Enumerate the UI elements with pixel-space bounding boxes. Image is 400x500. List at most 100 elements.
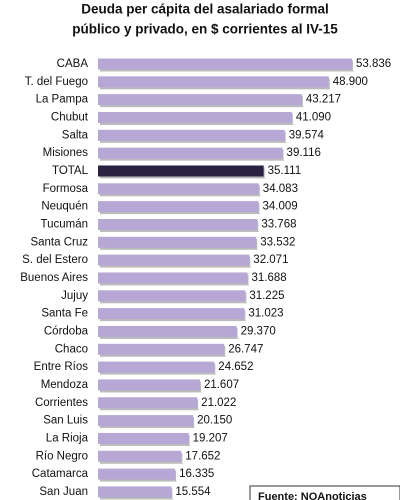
category-label: Río Negro (36, 450, 88, 462)
category-label: Chaco (55, 343, 88, 355)
value-label-bg (237, 324, 278, 339)
value-label: 16.335 (179, 468, 214, 480)
value-label-bg (245, 306, 286, 321)
bar (98, 236, 257, 248)
source-box (249, 485, 400, 500)
source: Fuente: NOAnoticias (258, 491, 367, 500)
value-label-bg (225, 342, 266, 357)
value-label: 31.225 (249, 290, 284, 302)
category-label: La Rioja (46, 432, 89, 444)
category-label: Santa Cruz (30, 236, 88, 248)
category-label: La Pampa (36, 94, 89, 106)
bar (98, 432, 189, 444)
bar (98, 308, 245, 320)
value-label: 29.370 (241, 325, 276, 337)
value-label: 20.150 (197, 415, 232, 427)
bar (98, 325, 237, 337)
bar (98, 290, 246, 302)
value-label: 33.768 (261, 219, 296, 231)
category-label: T. del Fuego (25, 76, 88, 88)
category-label: Chubut (51, 112, 89, 124)
category-label: Formosa (43, 183, 89, 195)
bar (98, 76, 329, 88)
value-label: 39.116 (287, 147, 321, 159)
chart-title: público y privado, en $ corrientes al IV… (72, 22, 338, 37)
category-label: Córdoba (44, 325, 89, 337)
bar (98, 486, 172, 498)
bar (98, 343, 225, 355)
value-label-bg (257, 235, 298, 250)
value-label: 35.111 (268, 165, 301, 177)
bar (98, 111, 292, 123)
bar (98, 218, 258, 230)
bar (98, 129, 285, 141)
value-label-bg (215, 360, 256, 375)
category-label: Corrientes (35, 397, 88, 409)
value-label-bg (182, 449, 223, 464)
value-label-bg (198, 395, 239, 410)
bar (98, 147, 283, 159)
bar (98, 165, 264, 177)
category-label: Buenos Aires (20, 272, 88, 284)
value-label: 26.747 (228, 343, 263, 355)
value-label-bg (329, 74, 370, 89)
bar (98, 397, 198, 409)
value-label-bg (264, 163, 305, 178)
value-label-bg (189, 431, 230, 446)
value-label-bg (283, 146, 324, 161)
value-label: 21.022 (201, 397, 236, 409)
category-label: Catamarca (32, 468, 89, 480)
value-label-bg (246, 288, 287, 303)
category-label: Neuquén (41, 201, 88, 213)
value-label: 41.090 (296, 112, 331, 124)
value-label-bg (302, 92, 343, 107)
bar (98, 183, 259, 195)
value-label: 33.532 (260, 236, 295, 248)
bar (98, 201, 259, 213)
value-label: 17.652 (185, 450, 220, 462)
category-label: San Juan (39, 486, 88, 498)
value-label-bg (176, 467, 217, 482)
category-label: Jujuy (61, 290, 88, 302)
category-label: Misiones (43, 147, 89, 159)
bar (98, 450, 182, 462)
category-label: CABA (57, 58, 89, 70)
bar (98, 254, 250, 266)
value-label-bg (292, 110, 333, 125)
bar (98, 94, 302, 106)
value-label: 39.574 (289, 129, 325, 141)
value-label-bg (172, 484, 213, 499)
value-label-bg (285, 128, 326, 143)
value-label: 34.083 (263, 183, 298, 195)
value-label: 31.023 (248, 308, 283, 320)
value-label-bg (200, 377, 241, 392)
bar (98, 468, 176, 480)
bar (98, 361, 215, 373)
category-label: S. del Estero (22, 254, 88, 266)
category-label: Santa Fe (41, 308, 88, 320)
category-label: Entre Ríos (34, 361, 89, 373)
value-label-bg (194, 413, 235, 428)
value-label-bg (258, 217, 299, 232)
category-label: Tucumán (40, 219, 88, 231)
value-label: 43.217 (306, 94, 341, 106)
bar (98, 379, 200, 391)
value-label-bg (250, 253, 291, 268)
value-label-bg (259, 181, 300, 196)
category-label: Mendoza (41, 379, 89, 391)
value-label: 19.207 (193, 432, 228, 444)
value-label: 31.688 (252, 272, 287, 284)
value-label-bg (353, 57, 393, 71)
value-label: 15.554 (175, 486, 211, 498)
bar (98, 272, 248, 284)
value-label: 24.652 (218, 361, 253, 373)
value-label-bg (259, 199, 300, 214)
category-label: San Luis (43, 415, 88, 427)
bar (98, 415, 194, 427)
value-label: 48.900 (333, 76, 368, 88)
value-label: 32.071 (253, 254, 288, 266)
value-label: 21.607 (204, 379, 239, 391)
value-label: 34.009 (262, 201, 297, 213)
category-label: Salta (62, 129, 89, 141)
